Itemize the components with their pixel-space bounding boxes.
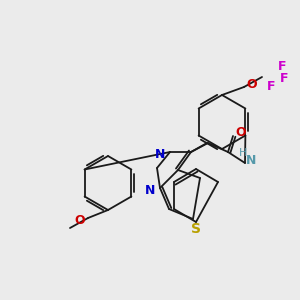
Text: O: O xyxy=(247,79,257,92)
Text: F: F xyxy=(267,80,275,94)
Text: O: O xyxy=(236,127,246,140)
Text: O: O xyxy=(75,214,85,226)
Text: H: H xyxy=(239,148,247,158)
Text: F: F xyxy=(278,61,286,74)
Text: N: N xyxy=(145,184,155,196)
Text: N: N xyxy=(155,148,165,160)
Text: S: S xyxy=(191,222,201,236)
Text: N: N xyxy=(246,154,256,167)
Text: F: F xyxy=(280,73,288,85)
